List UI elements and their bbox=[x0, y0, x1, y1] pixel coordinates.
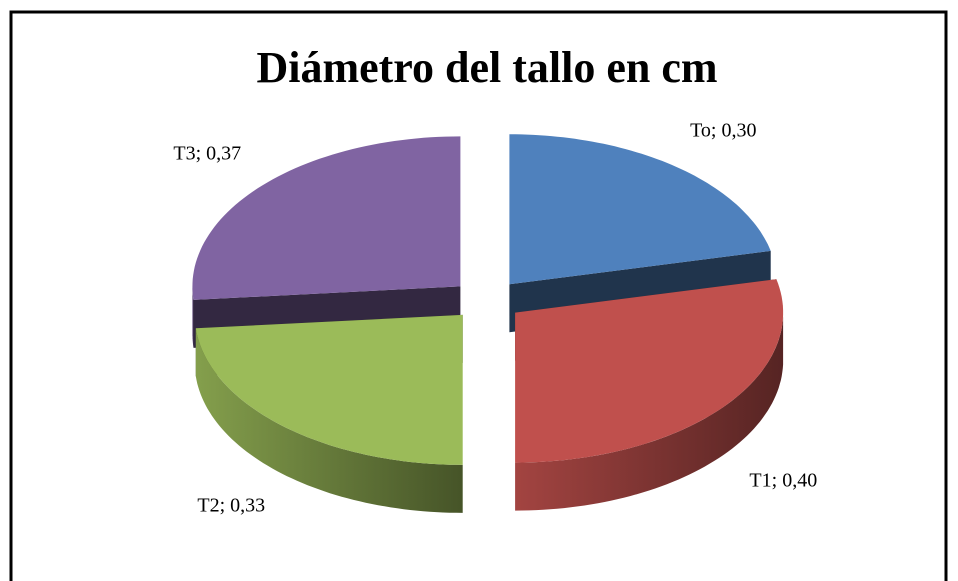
pie-slice bbox=[515, 279, 784, 511]
data-label: T2; 0,33 bbox=[197, 494, 265, 516]
slice-wall bbox=[195, 328, 463, 513]
chart-frame bbox=[9, 10, 948, 581]
chart-title: Diámetro del tallo en cm bbox=[256, 43, 717, 92]
slice-top bbox=[515, 279, 784, 463]
slice-wall bbox=[515, 312, 784, 511]
slice-top bbox=[509, 134, 771, 285]
slice-top bbox=[195, 314, 463, 465]
data-label: T3; 0,37 bbox=[173, 142, 241, 164]
slice-wall bbox=[192, 286, 194, 348]
pie-slice bbox=[195, 314, 463, 513]
slice-top bbox=[192, 136, 461, 300]
data-label: To; 0,30 bbox=[690, 119, 756, 141]
data-label: T1; 0,40 bbox=[749, 470, 817, 492]
